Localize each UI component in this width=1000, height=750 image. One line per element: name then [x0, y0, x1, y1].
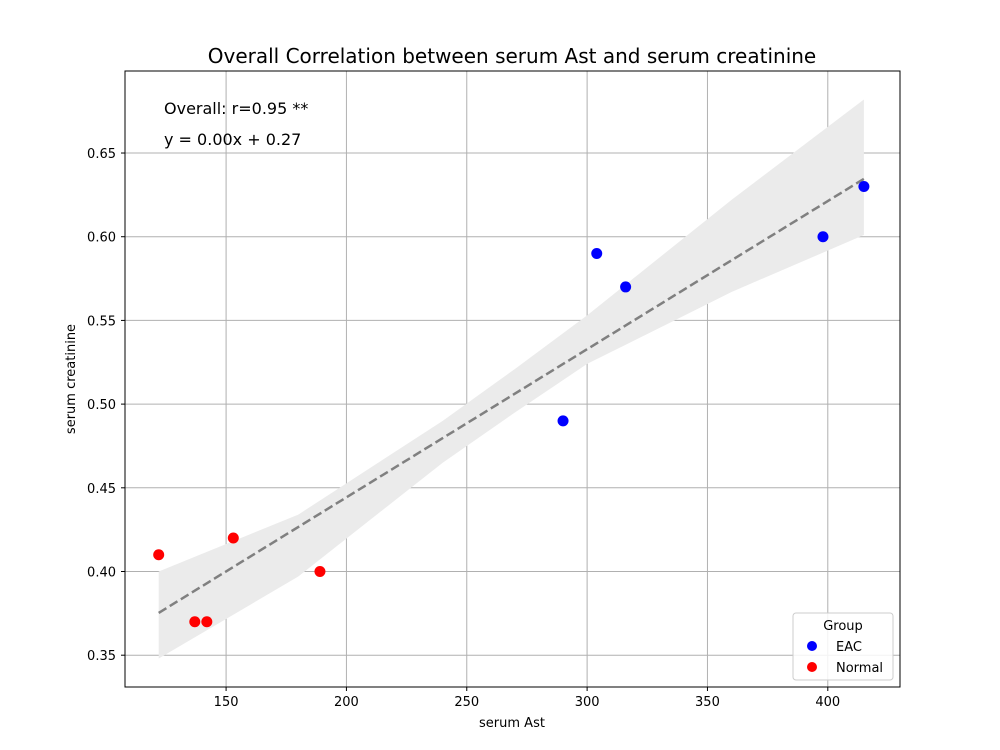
- correlation-annotation: Overall: r=0.95 **: [164, 99, 308, 118]
- data-point-eac: [858, 181, 870, 192]
- data-point-normal: [189, 616, 201, 628]
- y-axis-label: serum creatinine: [64, 324, 79, 434]
- series-eac: [557, 181, 870, 427]
- data-point-normal: [201, 616, 213, 628]
- y-axis-ticks: 0.35 0.40 0.45 0.50 0.55 0.60 0.65: [87, 147, 125, 664]
- equation-annotation: y = 0.00x + 0.27: [164, 130, 301, 149]
- x-tick-label: 150: [214, 695, 239, 710]
- x-axis-ticks: 150 200 250 300 350 400: [214, 687, 840, 710]
- legend-label-eac: EAC: [836, 640, 862, 655]
- y-tick-label: 0.45: [87, 482, 116, 497]
- legend-marker-normal: [807, 662, 817, 672]
- x-tick-label: 200: [334, 695, 359, 710]
- y-tick-label: 0.60: [87, 231, 116, 246]
- data-point-eac: [591, 247, 603, 259]
- chart-title: Overall Correlation between serum Ast an…: [208, 44, 816, 68]
- confidence-band: [158, 99, 864, 659]
- x-tick-label: 350: [695, 695, 720, 710]
- series-normal: [153, 532, 326, 628]
- legend: Group EAC Normal: [792, 612, 894, 681]
- legend-marker-eac: [807, 641, 817, 651]
- data-point-eac: [817, 231, 829, 243]
- y-tick-label: 0.35: [87, 649, 116, 664]
- data-points: [153, 181, 870, 628]
- data-point-eac: [557, 415, 569, 427]
- x-tick-label: 400: [815, 695, 840, 710]
- y-tick-label: 0.65: [87, 147, 116, 162]
- confidence-band-area: [158, 99, 864, 659]
- legend-box: [792, 612, 894, 681]
- y-tick-label: 0.55: [87, 314, 116, 329]
- x-tick-label: 250: [454, 695, 479, 710]
- y-tick-label: 0.50: [87, 398, 116, 413]
- legend-label-normal: Normal: [836, 661, 883, 676]
- legend-title: Group: [823, 619, 863, 634]
- x-tick-label: 300: [575, 695, 600, 710]
- data-point-normal: [153, 549, 165, 561]
- data-point-normal: [314, 566, 326, 577]
- plot-frame: [124, 70, 901, 688]
- regression-line-group: [158, 177, 865, 614]
- y-tick-label: 0.40: [87, 566, 116, 581]
- regression-line: [158, 177, 865, 614]
- data-point-eac: [620, 281, 632, 293]
- data-point-normal: [227, 532, 239, 544]
- x-axis-label: serum Ast: [479, 716, 545, 731]
